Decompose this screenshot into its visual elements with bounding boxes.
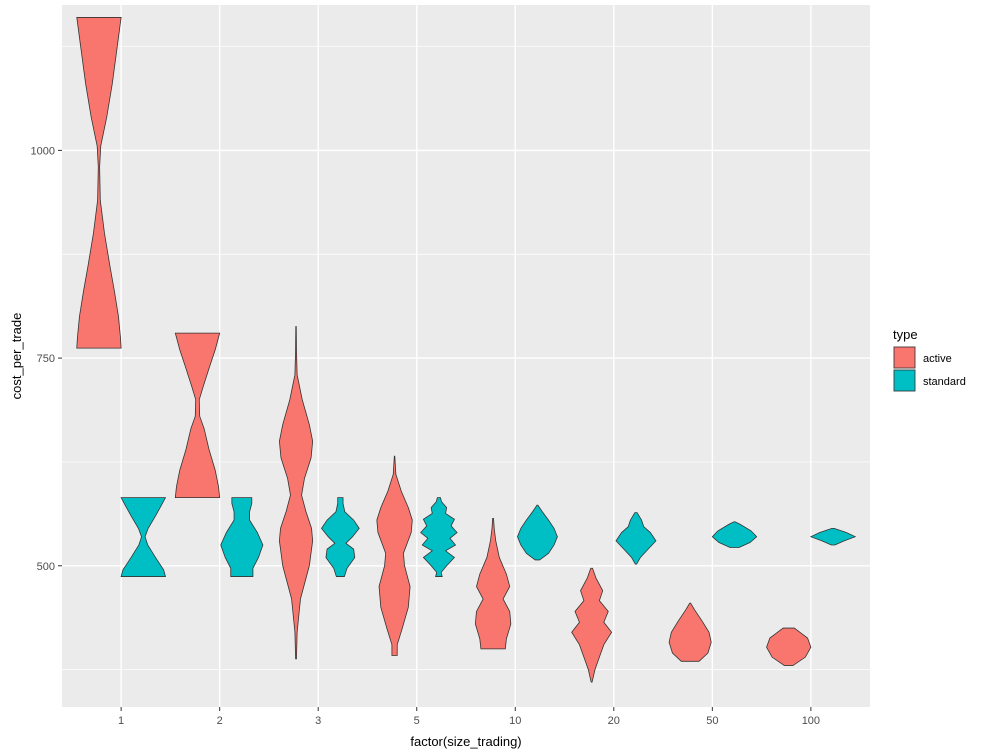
violin-standard-50 (711, 521, 758, 548)
violin-standard-2 (220, 497, 264, 577)
legend-swatch-active (893, 346, 916, 369)
x-tick-label: 3 (315, 715, 321, 727)
x-tick-label: 100 (802, 715, 820, 727)
violin-active-3 (278, 326, 314, 660)
legend-label-active: active (923, 353, 952, 365)
y-tick-label: 750 (37, 353, 55, 365)
y-axis-title: cost_per_trade (9, 313, 24, 400)
violin-standard-3 (321, 497, 360, 577)
legend-title: type (893, 327, 918, 342)
violin-active-5 (376, 455, 413, 656)
violin-active-20 (571, 567, 613, 683)
x-tick-label: 2 (217, 715, 223, 727)
x-axis: 1 2 3 5 10 20 50 100 (118, 707, 820, 727)
violin-standard-100 (809, 527, 857, 546)
violin-active-10 (474, 518, 512, 650)
violins (76, 17, 857, 683)
violin-standard-1 (120, 497, 167, 577)
legend: type active standard (893, 327, 966, 392)
legend-label-standard: standard (923, 376, 966, 388)
y-tick-label: 500 (37, 561, 55, 573)
violin-standard-20 (615, 512, 657, 565)
grid-major (62, 5, 870, 707)
x-tick-label: 20 (608, 715, 620, 727)
violin-standard-5 (420, 497, 458, 577)
violin-standard-10 (517, 504, 558, 561)
x-tick-label: 50 (706, 715, 718, 727)
violin-active-1 (76, 17, 122, 349)
x-tick-label: 1 (118, 715, 124, 727)
x-tick-label: 5 (414, 715, 420, 727)
violin-active-100 (766, 627, 812, 666)
y-axis: 500 750 1000 (31, 145, 62, 573)
violin-active-50 (668, 602, 712, 662)
x-axis-title: factor(size_trading) (410, 734, 521, 749)
violin-active-2 (174, 332, 221, 499)
legend-swatch-standard (893, 369, 916, 392)
y-tick-label: 1000 (31, 145, 55, 157)
x-tick-label: 10 (509, 715, 521, 727)
